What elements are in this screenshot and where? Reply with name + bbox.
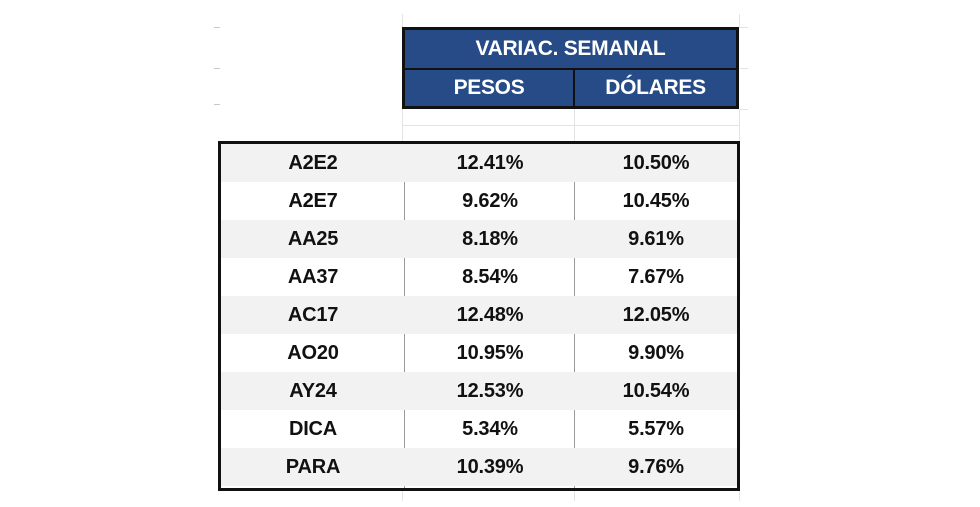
ticker-cell: AC17: [287, 303, 339, 326]
sheet-gridline: [740, 27, 748, 28]
pesos-cell: 12.48%: [456, 303, 524, 326]
ticker-cell: A2E7: [288, 189, 338, 212]
table-row: PARA 10.39% 9.76%: [221, 448, 737, 486]
pesos-cell: 12.41%: [456, 151, 524, 174]
pesos-cell: 12.53%: [456, 379, 524, 402]
sheet-tick: [214, 104, 220, 105]
dolares-cell: 10.50%: [622, 151, 690, 174]
dolares-cell: 9.76%: [628, 455, 684, 478]
ticker-cell: AY24: [289, 379, 337, 402]
ticker-cell: DICA: [288, 417, 338, 440]
sheet-gridline: [740, 109, 748, 110]
table-row: A2E7 9.62% 10.45%: [221, 182, 737, 220]
sheet-gridline: [739, 491, 740, 501]
dolares-cell: 5.57%: [628, 417, 684, 440]
dolares-cell: 10.54%: [622, 379, 690, 402]
ticker-cell: A2E2: [288, 151, 338, 174]
table-row: AA37 8.54% 7.67%: [221, 258, 737, 296]
sheet-gridline: [739, 14, 740, 28]
pesos-cell: 8.18%: [462, 227, 518, 250]
table-row: AO20 10.95% 9.90%: [221, 334, 737, 372]
column-header-dolares: DÓLARES: [605, 76, 706, 99]
sheet-tick: [214, 27, 220, 28]
pesos-cell: 8.54%: [462, 265, 518, 288]
header-title: VARIAC. SEMANAL: [405, 30, 736, 70]
pesos-cell: 5.34%: [462, 417, 518, 440]
pesos-cell: 10.95%: [456, 341, 524, 364]
sheet-gridline: [402, 14, 403, 28]
column-header-pesos: PESOS: [405, 70, 575, 106]
sheet-tick: [214, 68, 220, 69]
dolares-cell: 7.67%: [628, 265, 684, 288]
ticker-cell: PARA: [285, 455, 341, 478]
table-row: A2E2 12.41% 10.50%: [221, 144, 737, 182]
ticker-cell: AA37: [287, 265, 339, 288]
table-row: DICA 5.34% 5.57%: [221, 410, 737, 448]
dolares-cell: 9.90%: [628, 341, 684, 364]
table-row: AC17 12.48% 12.05%: [221, 296, 737, 334]
table-row: AA25 8.18% 9.61%: [221, 220, 737, 258]
sheet-gridline: [740, 68, 748, 69]
pesos-cell: 10.39%: [456, 455, 524, 478]
pesos-cell: 9.62%: [462, 189, 518, 212]
dolares-cell: 9.61%: [628, 227, 684, 250]
ticker-cell: AO20: [287, 341, 339, 364]
data-table: A2E2 12.41% 10.50% A2E7 9.62% 10.45% AA2…: [218, 141, 740, 491]
ticker-cell: AA25: [287, 227, 339, 250]
dolares-cell: 10.45%: [622, 189, 690, 212]
sheet-gridline: [402, 491, 403, 501]
table-row: AY24 12.53% 10.54%: [221, 372, 737, 410]
table-header: VARIAC. SEMANAL PESOS DÓLARES: [402, 27, 739, 109]
sheet-gridline: [402, 125, 740, 126]
sheet-gridline: [574, 491, 575, 501]
dolares-cell: 12.05%: [622, 303, 690, 326]
